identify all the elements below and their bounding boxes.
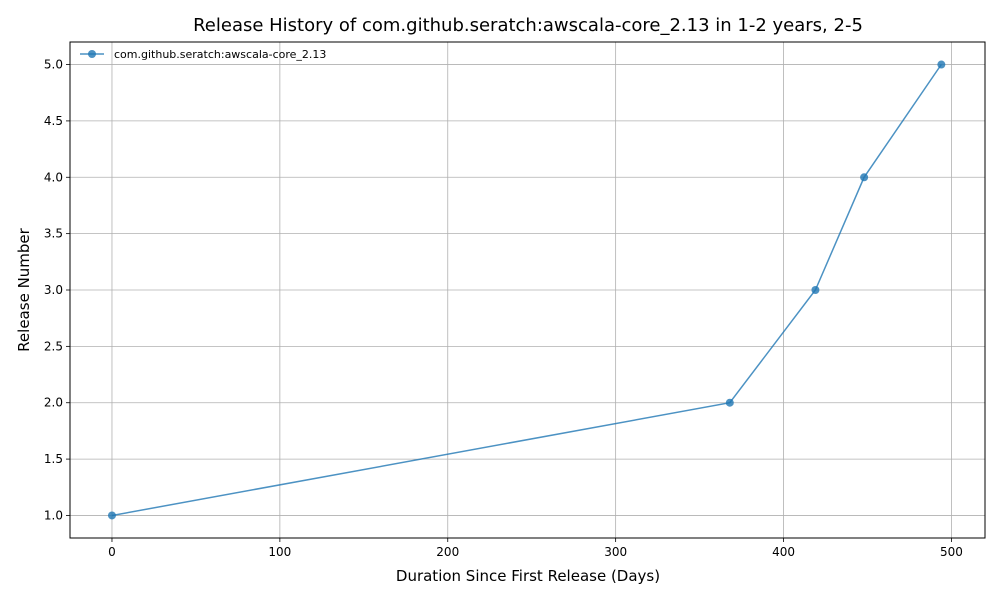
y-tick-label: 2.5 (44, 339, 63, 353)
y-tick-label: 4.5 (44, 114, 63, 128)
y-tick-label: 1.0 (44, 508, 63, 522)
x-axis-title: Duration Since First Release (Days) (396, 567, 660, 585)
x-tick-label: 100 (268, 545, 291, 559)
x-tick-label: 0 (108, 545, 116, 559)
y-tick-label: 3.5 (44, 227, 63, 241)
grid-lines (70, 42, 985, 538)
axis-ticks: 0 100 200 300 400 500 1.0 1.5 2.0 2.5 3.0 3.5 4.0 4.5… (44, 58, 963, 559)
y-axis-title: Release Number (15, 227, 33, 351)
legend: com.github.seratch:awscala-core_2.13 (80, 48, 326, 61)
data-point-marker (725, 398, 734, 407)
data-point-marker (860, 173, 869, 182)
x-tick-label: 300 (604, 545, 627, 559)
x-tick-label: 500 (940, 545, 963, 559)
y-tick-label: 4.0 (44, 170, 63, 184)
chart-title: Release History of com.github.seratch:aw… (193, 15, 863, 36)
y-tick-label: 1.5 (44, 452, 63, 466)
data-point-marker (107, 511, 116, 520)
y-tick-label: 2.0 (44, 396, 63, 410)
data-point-marker (811, 286, 820, 294)
data-point-marker (937, 60, 946, 69)
x-tick-label: 200 (436, 545, 459, 559)
legend-label: com.github.seratch:awscala-core_2.13 (114, 48, 326, 61)
y-tick-label: 3.0 (44, 283, 63, 297)
y-tick-label: 5.0 (44, 58, 63, 72)
series-layer (107, 60, 946, 520)
x-tick-label: 400 (772, 545, 795, 559)
legend-marker-icon (88, 50, 96, 58)
